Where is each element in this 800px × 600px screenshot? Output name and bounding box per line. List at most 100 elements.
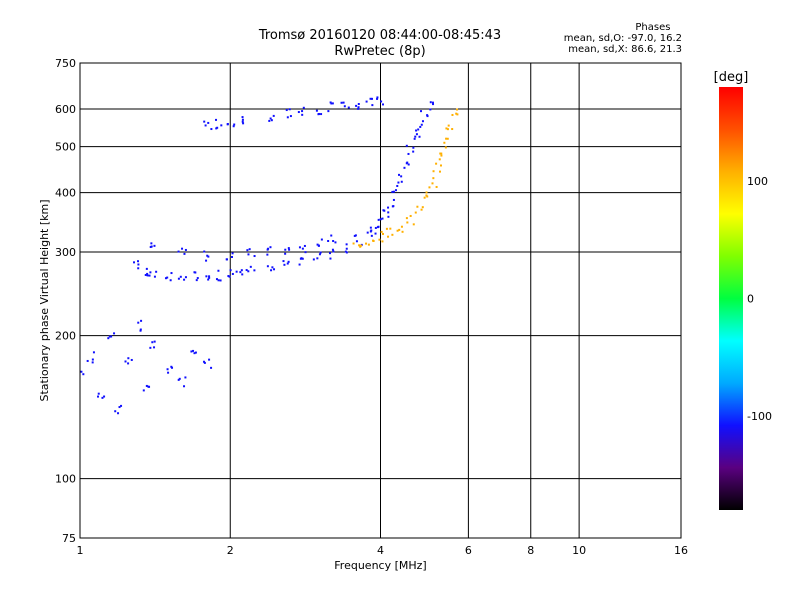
data-point <box>396 229 399 232</box>
data-point <box>204 124 207 127</box>
data-point <box>407 152 410 155</box>
data-point <box>414 211 417 214</box>
data-point <box>355 104 358 107</box>
data-point <box>273 268 276 271</box>
data-point <box>320 238 323 241</box>
data-point <box>429 101 432 104</box>
data-point <box>207 278 210 281</box>
data-point <box>231 272 234 275</box>
data-point <box>374 226 377 229</box>
data-point <box>367 243 370 246</box>
data-point <box>205 259 208 262</box>
y-axis-label: Stationary phase Virtual Height [km] <box>38 199 51 401</box>
data-point <box>299 257 302 260</box>
x-axis-label: Frequency [MHz] <box>334 559 426 572</box>
data-point <box>241 120 244 123</box>
x-tick-label: 6 <box>465 544 472 557</box>
data-point <box>387 206 390 209</box>
colorbar-tick-label: -100 <box>747 410 772 423</box>
data-point <box>242 122 245 125</box>
data-point <box>320 113 323 116</box>
data-point <box>396 184 399 187</box>
y-tick-label: 400 <box>55 187 76 200</box>
data-point <box>391 233 394 236</box>
data-point <box>378 238 381 241</box>
data-point <box>247 253 250 256</box>
data-point <box>286 116 289 119</box>
plot-frame <box>79 62 682 539</box>
data-point <box>451 113 454 116</box>
data-point <box>177 277 180 280</box>
data-point <box>426 195 429 198</box>
data-point <box>148 274 151 277</box>
data-point <box>215 278 218 281</box>
data-point <box>153 346 156 349</box>
data-point <box>435 162 438 165</box>
data-point <box>249 265 252 268</box>
chart-title: Tromsø 20160120 08:44:00-08:45:43 RwPret… <box>180 28 580 60</box>
data-point <box>231 252 234 255</box>
data-point <box>169 279 172 282</box>
data-point <box>97 392 100 395</box>
data-point <box>219 279 222 282</box>
data-point <box>428 186 431 189</box>
data-point <box>360 244 363 247</box>
data-point <box>82 373 85 376</box>
data-point <box>245 269 248 272</box>
data-point <box>380 100 383 103</box>
data-point <box>285 109 288 112</box>
data-point <box>347 106 350 109</box>
data-point <box>101 396 104 399</box>
data-point <box>420 110 423 113</box>
data-point <box>418 135 421 138</box>
data-point <box>377 218 380 221</box>
data-point <box>358 244 361 247</box>
data-point <box>374 232 377 235</box>
data-point <box>226 123 229 126</box>
data-point <box>432 177 435 180</box>
data-point <box>271 266 274 269</box>
data-point <box>416 205 419 208</box>
data-point <box>366 231 369 234</box>
data-point <box>345 243 348 246</box>
data-point <box>329 257 332 260</box>
data-point <box>381 232 384 235</box>
data-point <box>332 240 335 243</box>
data-point <box>151 341 154 344</box>
data-point <box>340 101 343 104</box>
data-point <box>225 258 228 261</box>
data-point <box>301 257 304 260</box>
data-point <box>183 252 186 255</box>
data-point <box>164 277 167 280</box>
data-point <box>429 108 432 111</box>
data-point <box>203 361 206 364</box>
data-point <box>107 337 110 340</box>
data-point <box>343 105 346 108</box>
data-point <box>272 114 275 117</box>
data-point <box>440 152 443 155</box>
data-point <box>369 230 372 233</box>
data-point <box>376 97 379 100</box>
data-point <box>208 276 211 279</box>
data-point <box>184 248 187 251</box>
data-point <box>289 115 292 118</box>
data-point <box>153 275 156 278</box>
data-point <box>195 279 198 282</box>
data-point <box>359 245 362 248</box>
data-point <box>420 208 423 211</box>
phase-stats-o: mean, sd,O: -97.0, 16.2 <box>563 33 682 44</box>
data-point <box>419 125 422 128</box>
phase-stats: Phases mean, sd,O: -97.0, 16.2 mean, sd,… <box>564 22 682 55</box>
data-point <box>137 321 140 324</box>
data-point <box>398 173 401 176</box>
data-point <box>344 250 347 253</box>
data-point <box>425 194 428 197</box>
data-point <box>179 275 182 278</box>
data-point <box>327 239 330 242</box>
y-tick-label: 500 <box>55 141 76 154</box>
data-point <box>91 358 94 361</box>
y-tick-label: 100 <box>55 473 76 486</box>
data-point <box>232 125 235 128</box>
data-point <box>409 214 412 217</box>
data-point <box>269 246 272 249</box>
